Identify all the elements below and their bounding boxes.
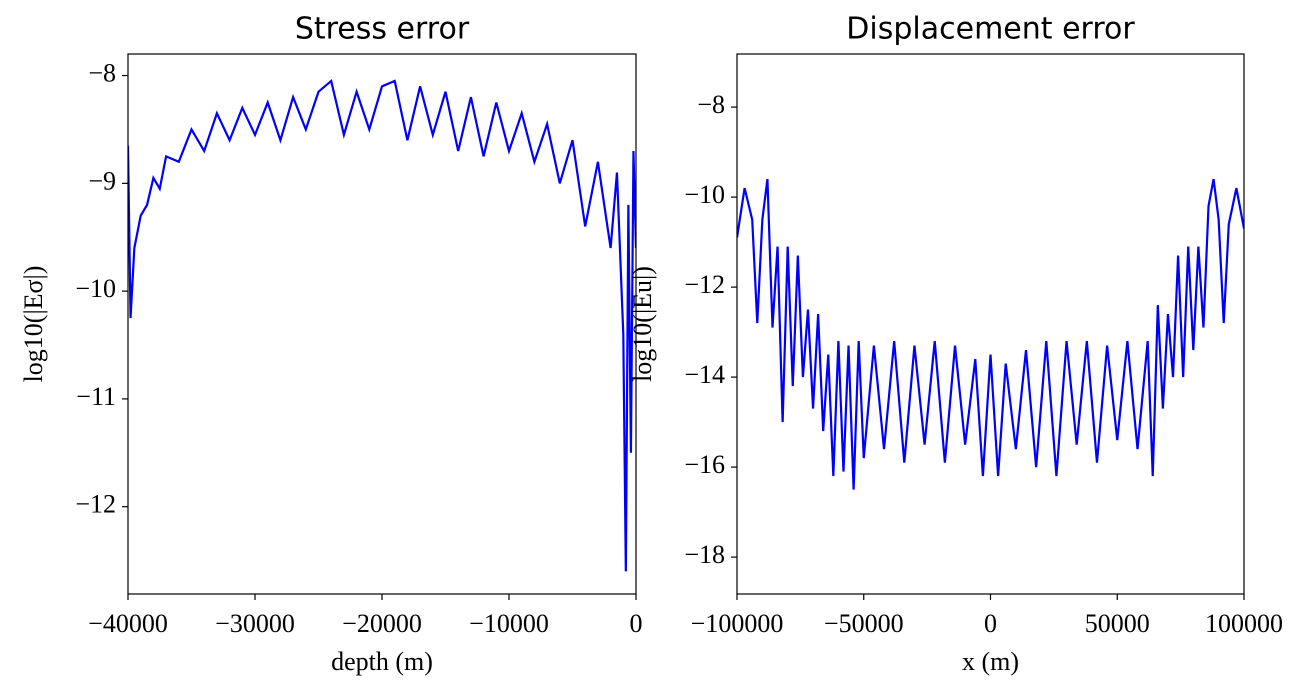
data-line bbox=[737, 178, 1244, 490]
data-line bbox=[128, 78, 636, 572]
y-tick-label: −16 bbox=[684, 450, 725, 479]
y-tick-label: −9 bbox=[88, 166, 116, 195]
y-tick-label: −8 bbox=[697, 90, 725, 119]
y-tick-label: −14 bbox=[684, 360, 725, 389]
x-tick-label: −20000 bbox=[342, 609, 422, 638]
x-tick-label: 50000 bbox=[1085, 609, 1150, 638]
x-axis-label: depth (m) bbox=[331, 647, 433, 676]
x-tick-label: 100000 bbox=[1205, 609, 1283, 638]
plot-frame bbox=[736, 53, 1245, 595]
plot-frame bbox=[127, 53, 637, 595]
y-tick-label: −12 bbox=[75, 490, 116, 519]
x-axis-label: x (m) bbox=[962, 647, 1019, 676]
y-tick-label: −18 bbox=[684, 540, 725, 569]
y-tick-label: −8 bbox=[88, 59, 116, 88]
x-tick-label: −40000 bbox=[88, 609, 168, 638]
y-tick-label: −11 bbox=[76, 382, 116, 411]
x-tick-label: −30000 bbox=[215, 609, 295, 638]
chart-title: Stress error bbox=[295, 12, 470, 47]
x-tick-label: −100000 bbox=[691, 609, 784, 638]
y-axis-label: log10(|Eu|) bbox=[628, 266, 657, 382]
y-axis-label: log10(|Eσ|) bbox=[19, 266, 48, 383]
x-tick-label: 0 bbox=[984, 609, 997, 638]
y-tick-label: −12 bbox=[684, 270, 725, 299]
x-tick-label: −50000 bbox=[824, 609, 904, 638]
chart-title: Displacement error bbox=[846, 12, 1135, 47]
y-tick-label: −10 bbox=[75, 274, 116, 303]
x-tick-label: −10000 bbox=[469, 609, 549, 638]
y-tick-label: −10 bbox=[684, 180, 725, 209]
x-tick-label: 0 bbox=[630, 609, 643, 638]
